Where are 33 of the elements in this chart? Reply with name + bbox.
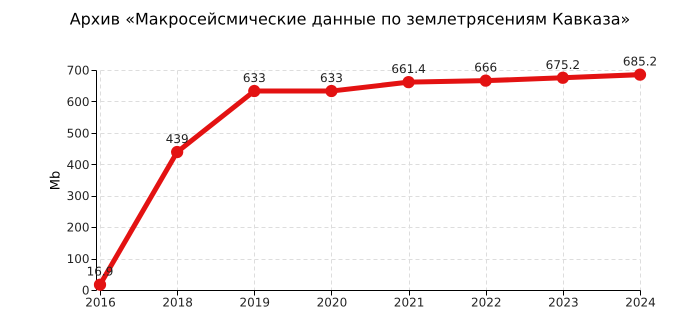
x-tick-label: 2024	[625, 296, 656, 310]
data-label: 666	[474, 60, 498, 75]
point	[634, 68, 646, 81]
point	[94, 278, 106, 291]
chart-title: Архив «Макросейсмические данные по землетрясениям Кавказа»	[70, 10, 630, 29]
x-tick-label: 2023	[548, 296, 579, 310]
data-label: 439	[166, 132, 189, 146]
point	[325, 84, 338, 98]
point	[480, 74, 492, 87]
y-tick-label: 0	[82, 284, 90, 298]
data-label: 661.4	[391, 62, 426, 76]
y-tick-label: 700	[66, 64, 90, 78]
data-label: 685.2	[622, 54, 658, 69]
y-axis-title: Mb	[48, 170, 64, 190]
y-tick-label: 100	[66, 252, 90, 266]
y-tick-label: 200	[66, 220, 90, 235]
y-tick-label: 300	[66, 189, 90, 204]
data-label: 675.2	[546, 58, 580, 72]
point	[171, 146, 184, 158]
y-tick-label: 400	[66, 158, 90, 172]
point	[402, 76, 415, 88]
x-tick-label: 2019	[240, 296, 270, 310]
x-tick-label: 2018	[162, 296, 193, 310]
data-label: 633	[242, 71, 266, 86]
point	[248, 84, 260, 98]
x-tick-label: 2020	[316, 296, 348, 310]
x-tick-label: 2022	[470, 296, 502, 310]
x-tick-label: 2021	[394, 296, 424, 310]
y-tick-label: 600	[66, 94, 90, 109]
data-label: 633	[320, 71, 343, 86]
point	[556, 72, 569, 84]
x-tick-label: 2016	[85, 296, 116, 310]
y-tick-label: 500	[66, 126, 90, 140]
